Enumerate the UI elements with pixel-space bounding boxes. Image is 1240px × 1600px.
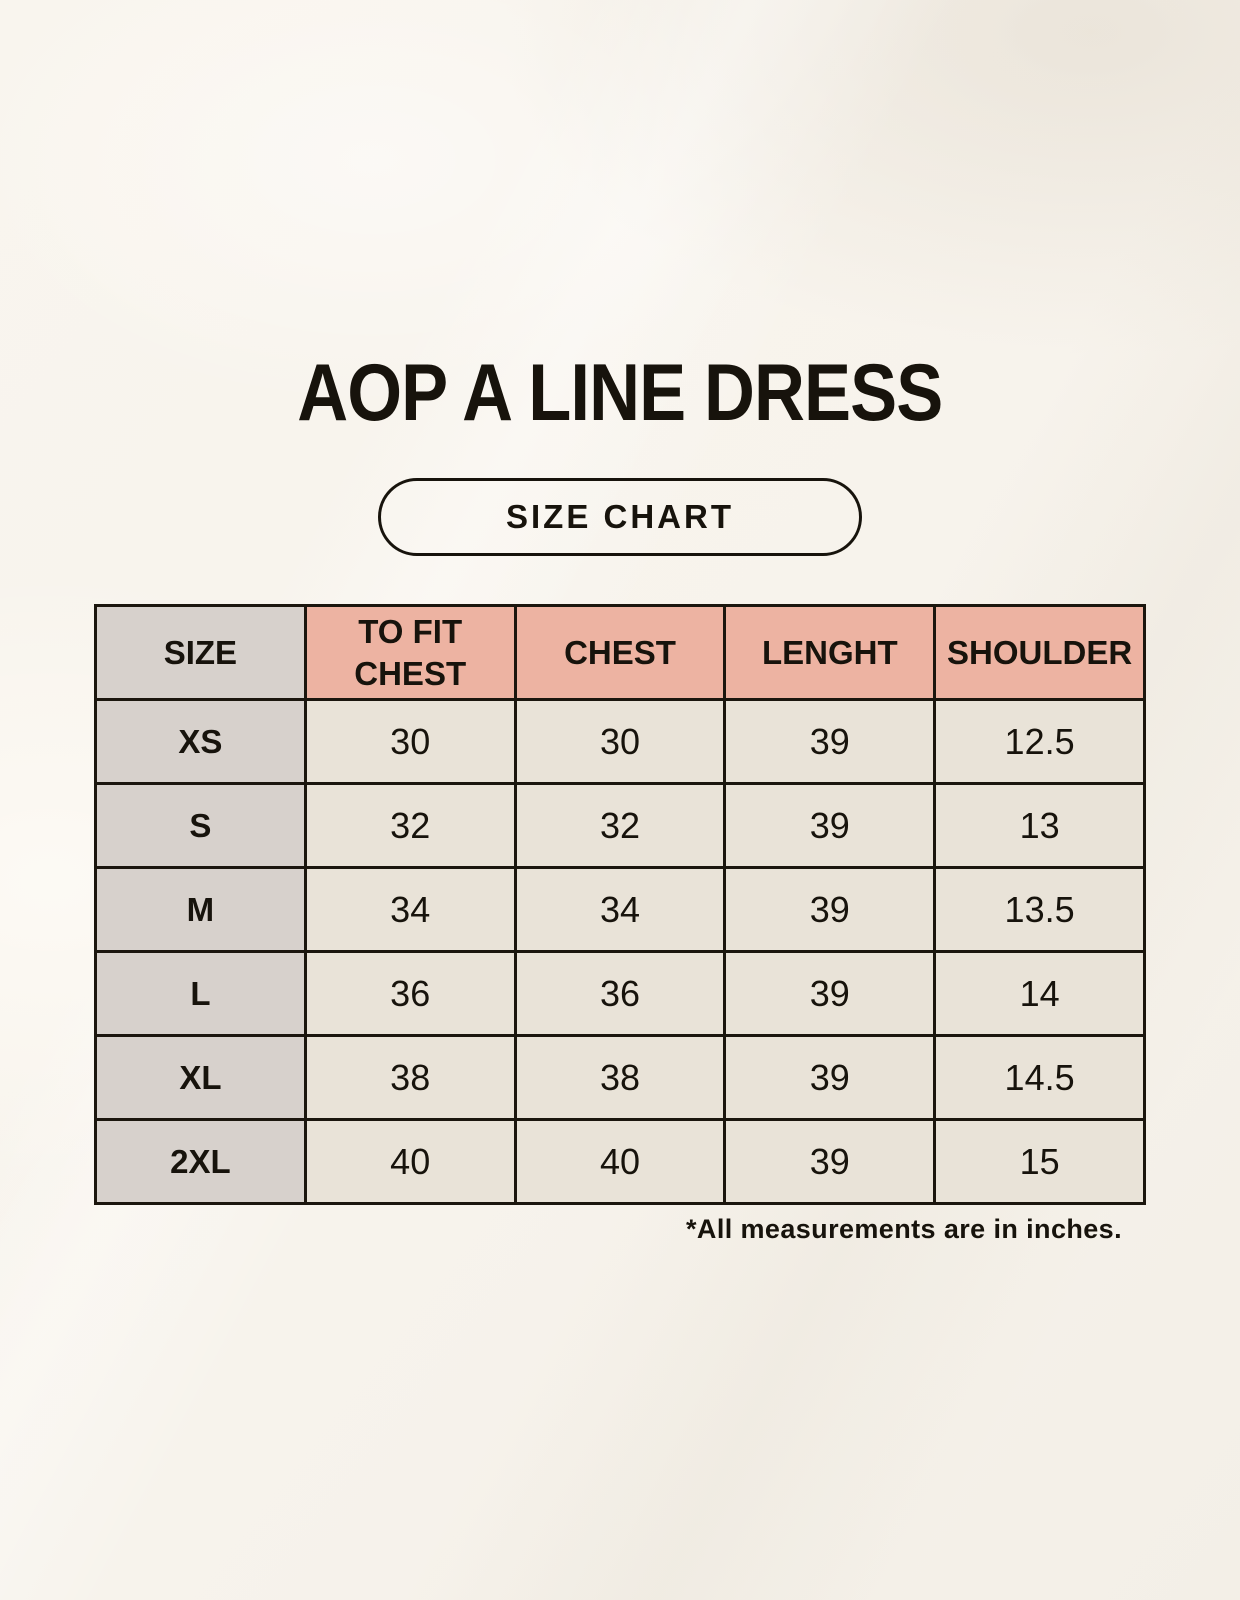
table-row-xl: XL 38 38 39 14.5 xyxy=(94,1034,1146,1121)
table-header-row: SIZE TO FIT CHEST CHEST LENGHT SHOULDER xyxy=(94,604,1146,701)
size-chart-badge-label: SIZE CHART xyxy=(506,498,734,535)
column-header-size: SIZE xyxy=(94,604,307,701)
row-label-s: S xyxy=(94,782,307,869)
column-header-chest: CHEST xyxy=(513,604,727,701)
table-cell: 15 xyxy=(933,1118,1146,1205)
table-cell: 39 xyxy=(723,782,937,869)
table-row-m: M 34 34 39 13.5 xyxy=(94,866,1146,953)
size-table-container: SIZE TO FIT CHEST CHEST LENGHT SHOULDER … xyxy=(94,604,1146,1205)
table-cell: 13 xyxy=(933,782,1146,869)
column-header-lenght: LENGHT xyxy=(723,604,937,701)
column-header-to-fit-chest: TO FIT CHEST xyxy=(303,604,517,701)
page-title: AOP A LINE DRESS xyxy=(0,348,1240,438)
measurements-note: *All measurements are in inches. xyxy=(686,1214,1122,1244)
row-label-xl: XL xyxy=(94,1034,307,1121)
table-cell: 34 xyxy=(513,866,727,953)
table-cell: 14 xyxy=(933,950,1146,1037)
row-label-m: M xyxy=(94,866,307,953)
table-cell: 12.5 xyxy=(933,698,1146,785)
table-cell: 39 xyxy=(723,1034,937,1121)
table-cell: 40 xyxy=(303,1118,517,1205)
table-cell: 13.5 xyxy=(933,866,1146,953)
table-row-l: L 36 36 39 14 xyxy=(94,950,1146,1037)
table-cell: 39 xyxy=(723,698,937,785)
table-row-xs: XS 30 30 39 12.5 xyxy=(94,698,1146,785)
page-title-text: AOP A LINE DRESS xyxy=(297,347,943,438)
table-cell: 32 xyxy=(303,782,517,869)
table-cell: 36 xyxy=(513,950,727,1037)
table-cell: 36 xyxy=(303,950,517,1037)
column-header-shoulder: SHOULDER xyxy=(933,604,1146,701)
table-cell: 38 xyxy=(303,1034,517,1121)
table-cell: 14.5 xyxy=(933,1034,1146,1121)
table-row-s: S 32 32 39 13 xyxy=(94,782,1146,869)
row-label-l: L xyxy=(94,950,307,1037)
table-cell: 34 xyxy=(303,866,517,953)
row-label-2xl: 2XL xyxy=(94,1118,307,1205)
table-cell: 38 xyxy=(513,1034,727,1121)
table-cell: 40 xyxy=(513,1118,727,1205)
row-label-xs: XS xyxy=(94,698,307,785)
table-cell: 32 xyxy=(513,782,727,869)
size-chart-badge: SIZE CHART xyxy=(378,478,862,556)
table-cell: 30 xyxy=(513,698,727,785)
size-table: SIZE TO FIT CHEST CHEST LENGHT SHOULDER … xyxy=(94,604,1146,1205)
table-cell: 39 xyxy=(723,950,937,1037)
table-row-2xl: 2XL 40 40 39 15 xyxy=(94,1118,1146,1205)
table-cell: 39 xyxy=(723,866,937,953)
table-cell: 39 xyxy=(723,1118,937,1205)
table-cell: 30 xyxy=(303,698,517,785)
